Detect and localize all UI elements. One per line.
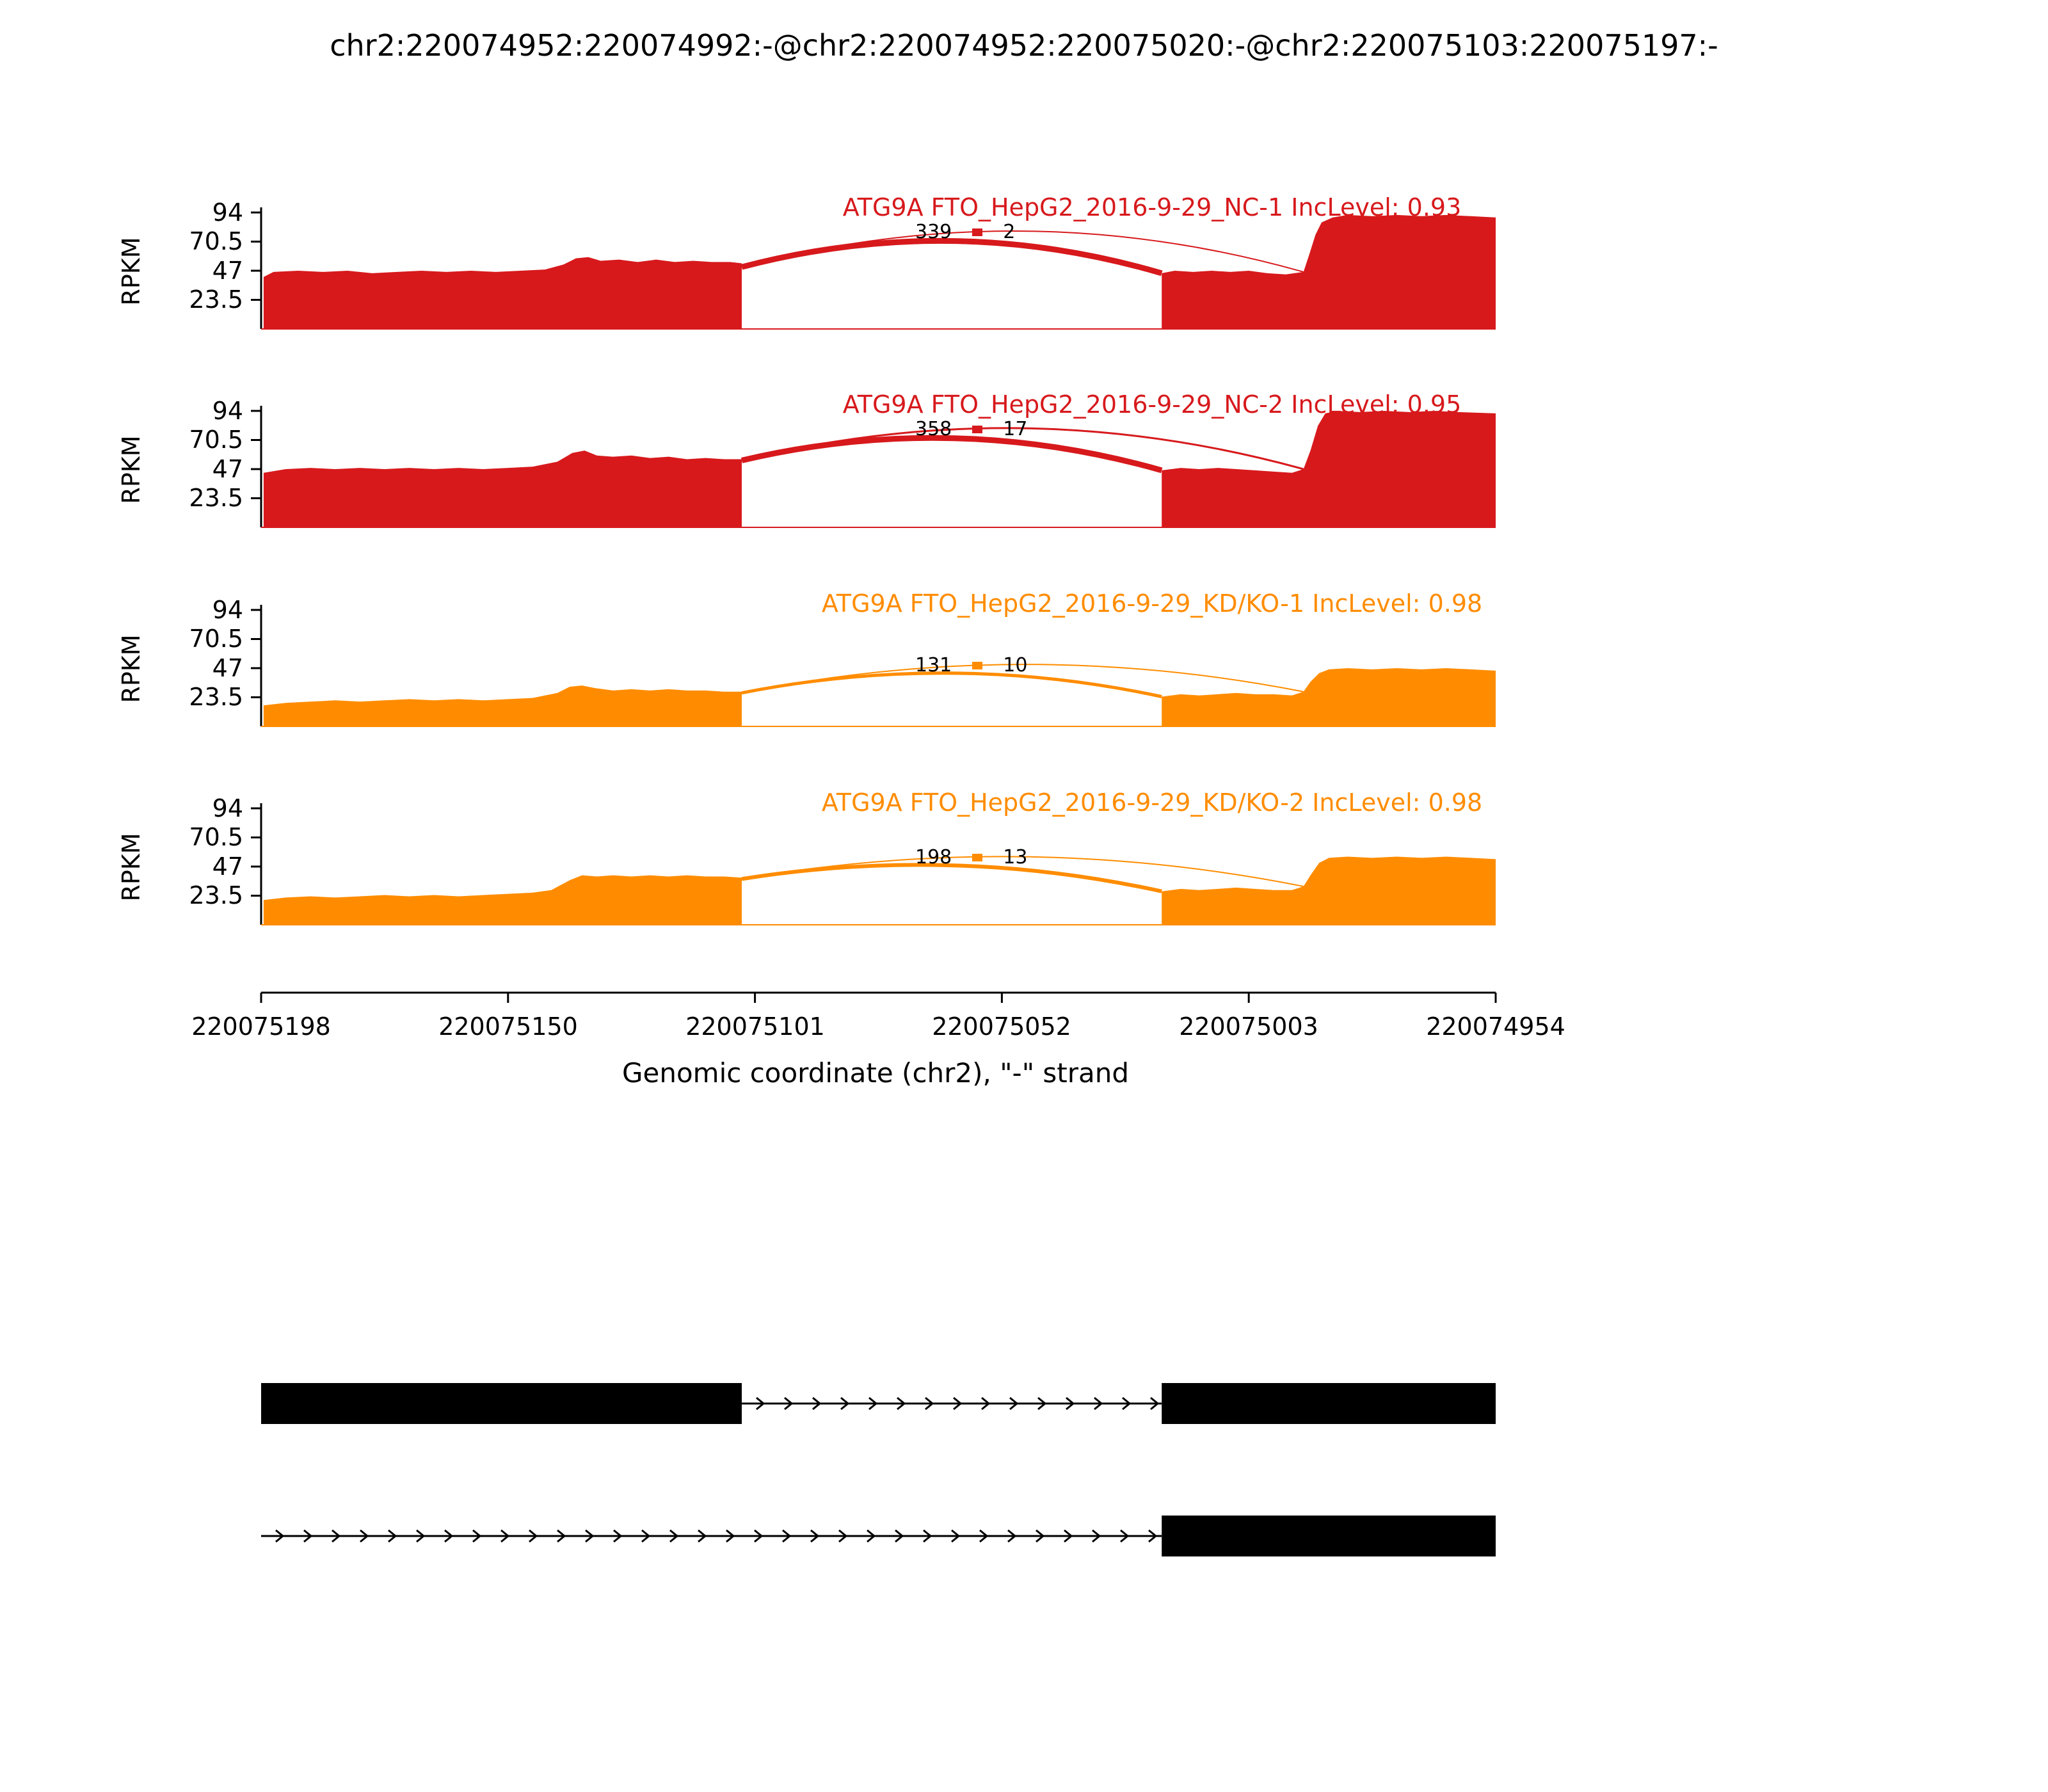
x-tick-label: 220075052 <box>932 1012 1071 1041</box>
junction-count: 2 <box>1003 221 1016 243</box>
junction-count: 198 <box>915 846 952 868</box>
y-tick-label: 47 <box>212 455 243 483</box>
junction-counts: 339 2 <box>915 221 1015 243</box>
y-tick-label: 47 <box>212 257 243 285</box>
y-tick-label: 23.5 <box>189 484 243 512</box>
track-label: ATG9A FTO_HepG2_2016-9-29_KD/KO-1 IncLev… <box>821 589 1483 618</box>
track-label: ATG9A FTO_HepG2_2016-9-29_NC-1 IncLevel:… <box>842 193 1462 221</box>
x-tick-label: 220074954 <box>1426 1012 1565 1041</box>
y-tick-label: 23.5 <box>189 683 243 711</box>
x-axis-title: Genomic coordinate (chr2), "-" strand <box>621 1057 1130 1089</box>
junction-count: 10 <box>1003 654 1028 676</box>
junction-count: 131 <box>915 654 952 676</box>
plot-title: chr2:220074952:220074992:-@chr2:22007495… <box>330 28 1718 63</box>
junction-count: 339 <box>915 221 952 243</box>
y-tick-label: 94 <box>212 596 243 624</box>
junction-count: 358 <box>915 418 952 440</box>
y-tick-label: 70.5 <box>189 227 243 255</box>
y-tick-label: 94 <box>212 397 243 425</box>
junction-marker <box>972 425 983 433</box>
y-tick-label: 94 <box>212 198 243 227</box>
y-tick-label: 23.5 <box>189 285 243 314</box>
junction-marker <box>972 853 983 861</box>
x-tick-label: 220075101 <box>685 1012 825 1041</box>
x-tick-label: 220075150 <box>438 1012 578 1041</box>
junction-counts: 198 13 <box>915 846 1027 868</box>
junction-marker <box>972 661 983 669</box>
junction-count: 17 <box>1003 418 1028 440</box>
y-tick-label: 70.5 <box>189 823 243 851</box>
y-tick-label: 70.5 <box>189 426 243 454</box>
x-tick-label: 220075003 <box>1179 1012 1318 1041</box>
junction-counts: 358 17 <box>915 418 1027 440</box>
y-tick-label: 47 <box>212 654 243 682</box>
y-tick-label: 70.5 <box>189 625 243 653</box>
y-tick-label: 23.5 <box>189 881 243 909</box>
y-tick-label: 47 <box>212 852 243 881</box>
y-tick-label: 94 <box>212 794 243 822</box>
track-label: ATG9A FTO_HepG2_2016-9-29_KD/KO-2 IncLev… <box>821 788 1483 817</box>
junction-count: 13 <box>1003 846 1028 868</box>
x-tick-label: 220075198 <box>191 1012 331 1041</box>
junction-marker <box>972 228 983 236</box>
junction-counts: 131 10 <box>915 654 1027 676</box>
track-label: ATG9A FTO_HepG2_2016-9-29_NC-2 IncLevel:… <box>842 390 1462 419</box>
